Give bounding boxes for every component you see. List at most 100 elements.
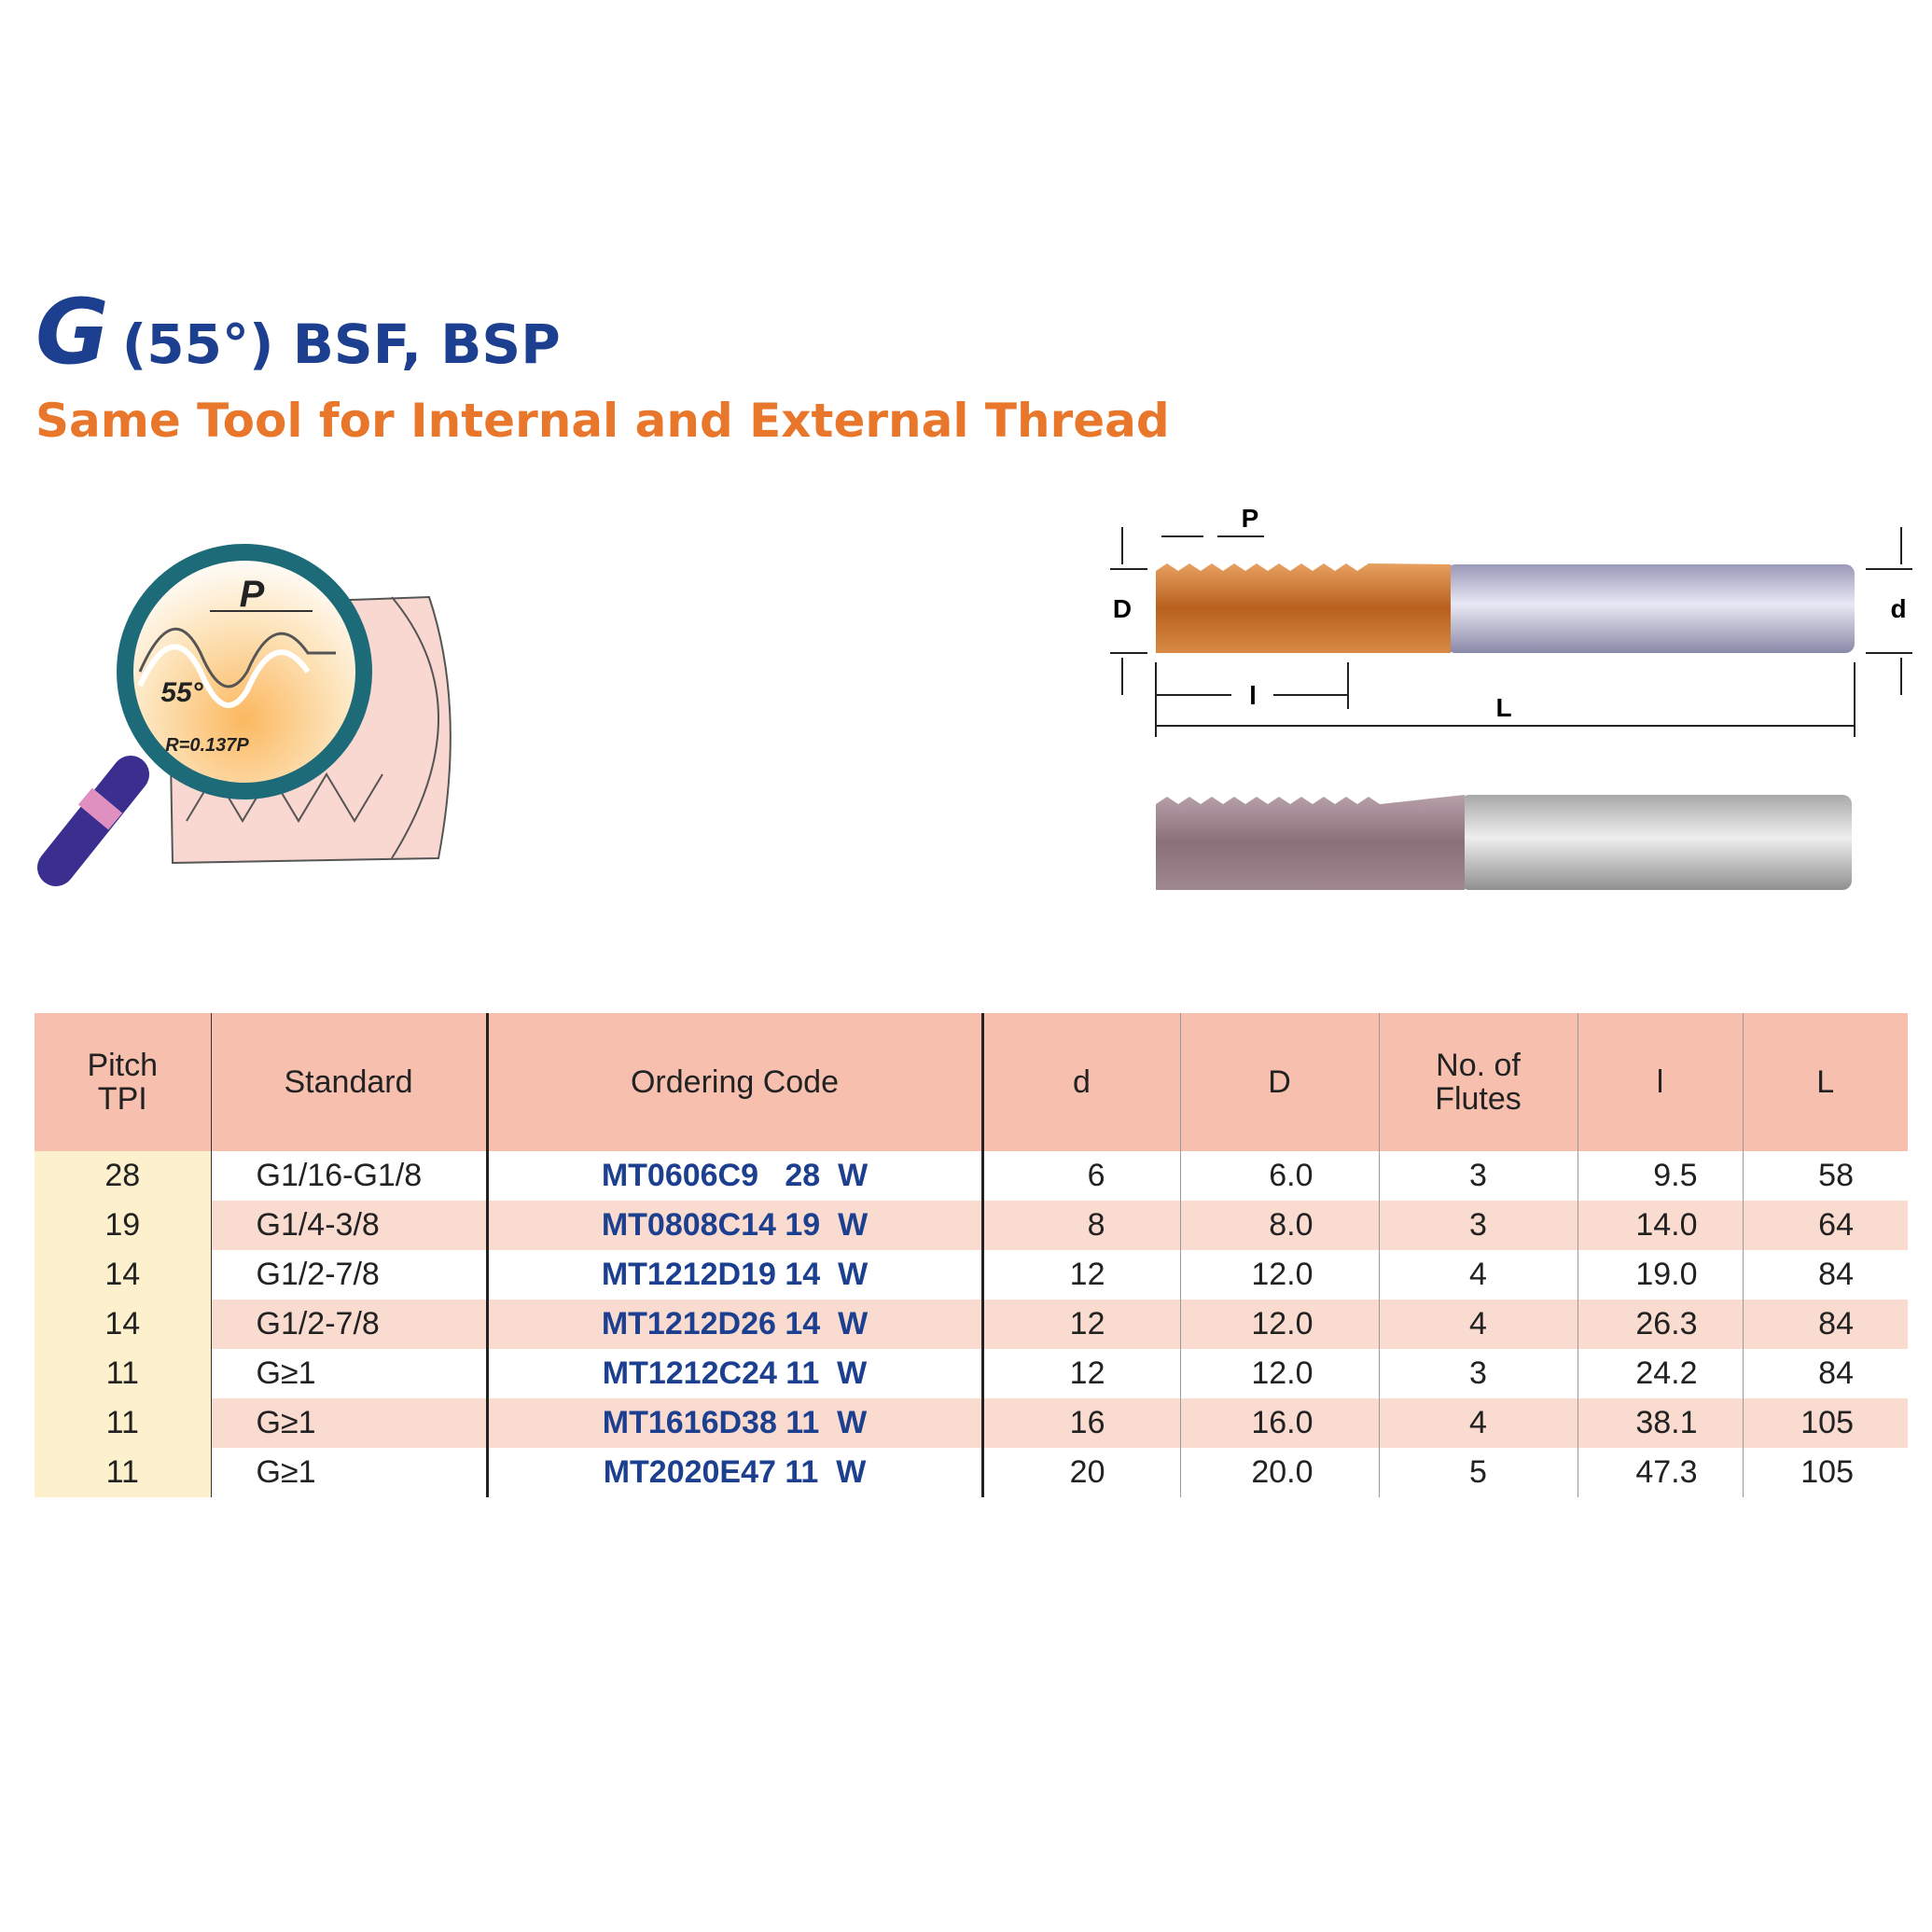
table-cell: 9.5 — [1577, 1151, 1743, 1201]
title-letter: G — [35, 280, 109, 384]
table-cell: 4 — [1378, 1300, 1578, 1349]
table-cell: MT1212D26 14 W — [485, 1300, 982, 1349]
table-cell: 12 — [980, 1349, 1180, 1398]
table-cell: 3 — [1378, 1349, 1578, 1398]
table-cell: 14 — [35, 1250, 211, 1300]
table-cell: 12.0 — [1179, 1300, 1379, 1349]
table-body: 28 G1/16-G1/8 MT0606C9 28 W 6 6.0 3 9.5 58 19 G1/… — [35, 1151, 1908, 1497]
table-row: 14 G1/2-7/8 MT1212D26 14 W 12 12.0 4 26.3 84 — [35, 1300, 1908, 1349]
table-cell: 58 — [1742, 1151, 1908, 1201]
table-cell: 38.1 — [1577, 1398, 1743, 1448]
table-cell: 105 — [1742, 1448, 1908, 1497]
column-header: No. of Flutes — [1378, 1013, 1578, 1151]
l-label: l — [1249, 681, 1257, 710]
table-row: 19 G1/4-3/8 MT0808C14 19 W 8 8.0 3 14.0 64 — [35, 1201, 1908, 1250]
table-cell: 47.3 — [1577, 1448, 1743, 1497]
table-cell: 8 — [980, 1201, 1180, 1250]
header-row: Pitch TPI Standard Ordering Code d D No. of Flu… — [35, 1013, 1908, 1151]
table-cell: 3 — [1378, 1151, 1578, 1201]
table-cell: 12 — [980, 1250, 1180, 1300]
table-cell: 84 — [1742, 1349, 1908, 1398]
table-cell: G≥1 — [210, 1349, 487, 1398]
table-cell: 64 — [1742, 1201, 1908, 1250]
table-cell: 4 — [1378, 1398, 1578, 1448]
angle-label: 55° — [160, 677, 203, 708]
header-line: Ordering Code — [630, 1064, 839, 1100]
header-line: l — [1656, 1064, 1664, 1100]
column-header: Ordering Code — [485, 1013, 982, 1151]
table-cell: MT1212C24 11 W — [485, 1349, 982, 1398]
magnifier-illustration: P 55° R=0.137P — [37, 544, 452, 886]
table-row: 11 G≥1 MT2020E47 11 W 20 20.0 5 47.3 105 — [35, 1448, 1908, 1497]
table-cell: G1/4-3/8 — [210, 1201, 487, 1250]
table-cell: 6.0 — [1179, 1151, 1379, 1201]
table-cell: 4 — [1378, 1250, 1578, 1300]
table-cell: MT0606C9 28 W — [485, 1151, 982, 1201]
table-cell: 20.0 — [1179, 1448, 1379, 1497]
table-row: 28 G1/16-G1/8 MT0606C9 28 W 6 6.0 3 9.5 58 — [35, 1151, 1908, 1201]
table-cell: 11 — [35, 1398, 211, 1448]
column-header: l — [1577, 1013, 1743, 1151]
magnifier-pitch-label: P — [240, 574, 265, 615]
table-cell: MT0808C14 19 W — [485, 1201, 982, 1250]
title-text: (55°) BSF, BSP — [121, 313, 561, 376]
table-cell: 84 — [1742, 1250, 1908, 1300]
L-label: L — [1495, 693, 1511, 722]
table-cell: 8.0 — [1179, 1201, 1379, 1250]
table-cell: G≥1 — [210, 1448, 487, 1497]
table-cell: MT2020E47 11 W — [485, 1448, 982, 1497]
table-cell: 12.0 — [1179, 1250, 1379, 1300]
column-header: L — [1742, 1013, 1908, 1151]
table-cell: 19 — [35, 1201, 211, 1250]
table-cell: G1/2-7/8 — [210, 1300, 487, 1349]
d-label: d — [1890, 594, 1906, 623]
radius-label: R=0.137P — [165, 735, 249, 756]
table-cell: G≥1 — [210, 1398, 487, 1448]
subtitle: Same Tool for Internal and External Thre… — [35, 394, 1170, 448]
header-line: TPI — [97, 1081, 147, 1117]
table-cell: 5 — [1378, 1448, 1578, 1497]
header-line: Pitch — [87, 1048, 159, 1083]
table-cell: 24.2 — [1577, 1349, 1743, 1398]
tool-pitch-label: P — [1242, 504, 1259, 533]
column-header: Pitch TPI — [35, 1013, 211, 1151]
table-cell: 16.0 — [1179, 1398, 1379, 1448]
table-cell: MT1616D38 11 W — [485, 1398, 982, 1448]
column-header: d — [980, 1013, 1180, 1151]
table-cell: 20 — [980, 1448, 1180, 1497]
header-line: D — [1268, 1064, 1291, 1100]
header-line: d — [1073, 1064, 1091, 1100]
table-cell: 19.0 — [1577, 1250, 1743, 1300]
table-cell: 84 — [1742, 1300, 1908, 1349]
header-line: Flutes — [1435, 1081, 1522, 1117]
table-cell: 6 — [980, 1151, 1180, 1201]
table-cell: 14.0 — [1577, 1201, 1743, 1250]
table-cell: 14 — [35, 1300, 211, 1349]
header-line: L — [1816, 1064, 1835, 1100]
table-cell: 11 — [35, 1448, 211, 1497]
spec-table: Pitch TPI Standard Ordering Code d D No. of Flu… — [35, 1013, 1908, 1497]
table-cell: G1/16-G1/8 — [210, 1151, 487, 1201]
table-cell: 12.0 — [1179, 1349, 1379, 1398]
table-cell: 11 — [35, 1349, 211, 1398]
table-row: 11 G≥1 MT1616D38 11 W 16 16.0 4 38.1 105 — [35, 1398, 1908, 1448]
table-cell: 3 — [1378, 1201, 1578, 1250]
table-cell: 12 — [980, 1300, 1180, 1349]
table-cell: G1/2-7/8 — [210, 1250, 487, 1300]
table-cell: 28 — [35, 1151, 211, 1201]
table-cell: 26.3 — [1577, 1300, 1743, 1349]
column-header: Standard — [210, 1013, 487, 1151]
header-line: No. of — [1436, 1048, 1521, 1083]
title: G (55°) BSF, BSP — [35, 280, 561, 384]
table-row: 14 G1/2-7/8 MT1212D19 14 W 12 12.0 4 19.0 84 — [35, 1250, 1908, 1300]
tool-drawing: P D d l L — [1110, 504, 1912, 890]
D-label: D — [1113, 594, 1132, 623]
header-line: Standard — [284, 1064, 413, 1100]
table-cell: MT1212D19 14 W — [485, 1250, 982, 1300]
table-cell: 16 — [980, 1398, 1180, 1448]
column-header: D — [1179, 1013, 1379, 1151]
table-cell: 105 — [1742, 1398, 1908, 1448]
table-row: 11 G≥1 MT1212C24 11 W 12 12.0 3 24.2 84 — [35, 1349, 1908, 1398]
